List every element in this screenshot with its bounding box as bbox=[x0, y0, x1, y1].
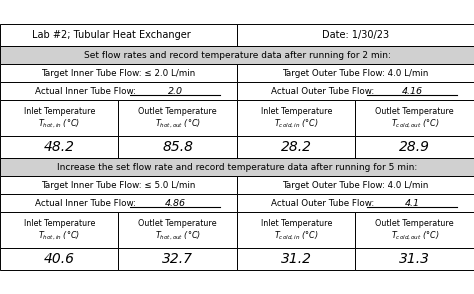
Text: 31.3: 31.3 bbox=[399, 252, 430, 266]
Bar bbox=[237, 248, 356, 270]
Text: Inlet Temperature: Inlet Temperature bbox=[24, 218, 95, 228]
Text: 4.1: 4.1 bbox=[405, 198, 420, 208]
Text: 31.2: 31.2 bbox=[281, 252, 312, 266]
Text: T$_{cold,in}$ (°C): T$_{cold,in}$ (°C) bbox=[274, 230, 319, 242]
Bar bbox=[0, 136, 118, 158]
Text: Outlet Temperature: Outlet Temperature bbox=[375, 106, 454, 116]
Text: T$_{hot, out}$ (°C): T$_{hot, out}$ (°C) bbox=[155, 230, 201, 242]
Bar bbox=[356, 136, 474, 158]
Text: 28.2: 28.2 bbox=[281, 140, 312, 154]
Bar bbox=[237, 212, 356, 248]
Text: T$_{cold,out}$ (°C): T$_{cold,out}$ (°C) bbox=[391, 230, 439, 242]
Text: Actual Inner Tube Flow:: Actual Inner Tube Flow: bbox=[35, 198, 136, 208]
Text: Actual Outer Tube Flow:: Actual Outer Tube Flow: bbox=[271, 198, 374, 208]
Text: Increase the set flow rate and record temperature data after running for 5 min:: Increase the set flow rate and record te… bbox=[57, 163, 417, 171]
Bar bbox=[237, 176, 474, 194]
Text: Actual Outer Tube Flow:: Actual Outer Tube Flow: bbox=[271, 86, 374, 96]
Text: 28.9: 28.9 bbox=[399, 140, 430, 154]
Bar bbox=[0, 248, 118, 270]
Text: 32.7: 32.7 bbox=[162, 252, 193, 266]
Text: T$_{hot, in}$ (°C): T$_{hot, in}$ (°C) bbox=[38, 118, 80, 130]
Text: Target Inner Tube Flow: ≤ 2.0 L/min: Target Inner Tube Flow: ≤ 2.0 L/min bbox=[41, 69, 196, 78]
Bar bbox=[356, 212, 474, 248]
Bar bbox=[118, 136, 237, 158]
Bar bbox=[356, 100, 474, 136]
Bar bbox=[0, 82, 237, 100]
Bar bbox=[0, 212, 118, 248]
Text: 85.8: 85.8 bbox=[162, 140, 193, 154]
Text: Outlet Temperature: Outlet Temperature bbox=[138, 218, 217, 228]
Text: Set flow rates and record temperature data after running for 2 min:: Set flow rates and record temperature da… bbox=[83, 51, 391, 59]
Bar bbox=[237, 136, 356, 158]
Bar bbox=[356, 248, 474, 270]
Text: Target Outer Tube Flow: 4.0 L/min: Target Outer Tube Flow: 4.0 L/min bbox=[283, 181, 428, 190]
Text: Outlet Temperature: Outlet Temperature bbox=[138, 106, 217, 116]
Text: T$_{cold,in}$ (°C): T$_{cold,in}$ (°C) bbox=[274, 118, 319, 130]
Bar bbox=[0, 46, 474, 64]
Text: Inlet Temperature: Inlet Temperature bbox=[24, 106, 95, 116]
Text: T$_{cold,out}$ (°C): T$_{cold,out}$ (°C) bbox=[391, 118, 439, 130]
Text: Inlet Temperature: Inlet Temperature bbox=[261, 106, 332, 116]
Bar bbox=[118, 212, 237, 248]
Text: 4.86: 4.86 bbox=[165, 198, 186, 208]
Text: 48.2: 48.2 bbox=[44, 140, 75, 154]
Text: Date: 1/30/23: Date: 1/30/23 bbox=[322, 30, 389, 40]
Bar bbox=[118, 248, 237, 270]
Bar bbox=[0, 158, 474, 176]
Text: Lab #2; Tubular Heat Exchanger: Lab #2; Tubular Heat Exchanger bbox=[32, 30, 191, 40]
Text: 40.6: 40.6 bbox=[44, 252, 75, 266]
Text: T$_{hot, out}$ (°C): T$_{hot, out}$ (°C) bbox=[155, 118, 201, 130]
Bar bbox=[237, 100, 356, 136]
Bar bbox=[0, 194, 237, 212]
Text: T$_{hot, in}$ (°C): T$_{hot, in}$ (°C) bbox=[38, 230, 80, 242]
Text: Outlet Temperature: Outlet Temperature bbox=[375, 218, 454, 228]
Text: Target Inner Tube Flow: ≤ 5.0 L/min: Target Inner Tube Flow: ≤ 5.0 L/min bbox=[41, 181, 196, 190]
Bar bbox=[0, 24, 237, 46]
Bar bbox=[237, 82, 474, 100]
Bar bbox=[118, 100, 237, 136]
Text: 2.0: 2.0 bbox=[168, 86, 183, 96]
Bar bbox=[237, 194, 474, 212]
Bar bbox=[237, 64, 474, 82]
Text: Actual Inner Tube Flow:: Actual Inner Tube Flow: bbox=[35, 86, 136, 96]
Text: Inlet Temperature: Inlet Temperature bbox=[261, 218, 332, 228]
Bar bbox=[0, 100, 118, 136]
Text: Target Outer Tube Flow: 4.0 L/min: Target Outer Tube Flow: 4.0 L/min bbox=[283, 69, 428, 78]
Bar bbox=[237, 24, 474, 46]
Bar bbox=[0, 64, 237, 82]
Text: 4.16: 4.16 bbox=[402, 86, 423, 96]
Bar bbox=[0, 176, 237, 194]
